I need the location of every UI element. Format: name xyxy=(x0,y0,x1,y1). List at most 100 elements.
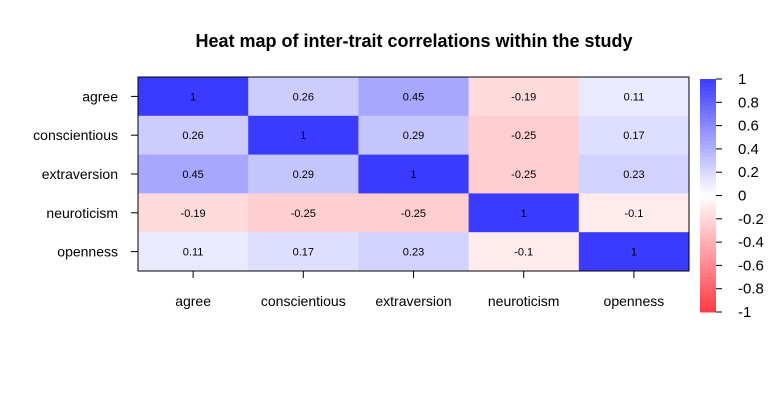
color-scale-step xyxy=(700,156,716,162)
color-scale-step xyxy=(700,179,716,185)
heatmap-cell xyxy=(248,154,359,194)
color-scale-step xyxy=(700,168,716,173)
heatmap-cell xyxy=(468,232,580,272)
color-scale-tick-label: 0.2 xyxy=(738,164,759,181)
heatmap-cell xyxy=(578,232,690,272)
color-scale-step xyxy=(700,300,716,305)
color-scale-step xyxy=(700,211,716,216)
cell-value-label: 0.11 xyxy=(624,91,645,103)
heatmap-cell xyxy=(248,115,359,156)
row-axis-labels: agree conscientious extraversion neuroticis… xyxy=(33,88,138,260)
heatmap-cell xyxy=(358,193,470,233)
column-label: conscientious xyxy=(261,293,346,309)
cell-value-label: 0.11 xyxy=(183,247,204,259)
heatmap-cell xyxy=(138,77,249,117)
color-scale-step xyxy=(700,234,716,239)
cell-value-label: 1 xyxy=(190,91,196,103)
heatmap-cell xyxy=(358,232,470,272)
color-scale-step xyxy=(700,245,716,251)
column-axis-labels: agree conscientious extraversion neuroticis… xyxy=(175,271,664,309)
heatmap-cells xyxy=(137,76,690,272)
heatmap-cell xyxy=(248,232,359,272)
color-scale-tick-label: 0 xyxy=(738,188,746,205)
color-scale-step xyxy=(700,273,716,278)
column-label: agree xyxy=(175,293,211,309)
cell-value-label: -0.25 xyxy=(401,208,426,220)
row-label: neuroticism xyxy=(46,205,118,221)
cell-value-label: 0.23 xyxy=(403,247,424,259)
color-scale-tick-label: 0.4 xyxy=(738,141,759,158)
row-label: openness xyxy=(57,244,118,260)
color-scale-step xyxy=(700,79,716,84)
cell-value-label: -0.25 xyxy=(511,169,536,181)
color-scale-step xyxy=(700,249,716,255)
color-scale-step xyxy=(700,94,716,99)
color-scale-step xyxy=(700,86,716,92)
heatmap-cell xyxy=(578,115,690,156)
color-scale-step xyxy=(700,230,716,235)
heatmap-cell xyxy=(578,193,690,233)
color-scale-step xyxy=(700,284,716,290)
column-label: openness xyxy=(604,293,665,309)
color-scale-step xyxy=(700,308,716,313)
cell-value-label: 1 xyxy=(300,130,306,142)
color-scale-step xyxy=(700,133,716,138)
color-scale-step xyxy=(700,82,716,88)
heatmap-cell xyxy=(358,77,470,117)
heatmap-cell xyxy=(468,154,580,194)
color-scale-step xyxy=(700,269,716,274)
heatmap-cell xyxy=(358,115,470,156)
heatmap-cell xyxy=(468,193,580,233)
color-scale-step xyxy=(700,207,716,212)
cell-value-label: 0.45 xyxy=(403,91,424,103)
color-scale-step xyxy=(700,187,716,193)
column-label: neuroticism xyxy=(488,293,560,309)
color-scale-step xyxy=(700,265,716,270)
color-scale-step xyxy=(700,191,716,196)
chart-title: Heat map of inter-trait correlations wit… xyxy=(195,31,632,51)
cell-value-label: 1 xyxy=(521,208,527,220)
color-scale-tick-label: 0.6 xyxy=(738,118,759,135)
color-scale-step xyxy=(700,113,716,119)
heatmap-cell xyxy=(248,77,359,117)
cell-value-label: 0.29 xyxy=(403,130,424,142)
color-scale-tick-label: -0.2 xyxy=(738,211,764,228)
color-scale-step xyxy=(700,257,716,263)
cell-value-label: 0.29 xyxy=(293,169,314,181)
heatmap-cell xyxy=(138,193,249,233)
color-scale-step xyxy=(700,304,716,309)
color-scale-step xyxy=(700,164,716,169)
color-scale-step xyxy=(700,238,716,243)
heatmap-cell xyxy=(578,77,690,117)
color-scale-step xyxy=(700,152,716,158)
color-scale-step xyxy=(700,121,716,127)
heatmap-cell xyxy=(468,115,580,156)
cell-value-label: 1 xyxy=(410,169,416,181)
color-scale-step xyxy=(700,280,716,286)
color-scale-step xyxy=(700,253,716,259)
cell-value-label: -0.25 xyxy=(291,208,316,220)
color-scale-step xyxy=(700,199,716,204)
color-scale-step xyxy=(700,203,716,208)
color-scale-step xyxy=(700,176,716,181)
cell-value-label: 1 xyxy=(631,247,637,259)
cell-value-label: 0.23 xyxy=(623,169,644,181)
color-scale-step xyxy=(700,296,716,301)
color-scale-step xyxy=(700,148,716,154)
cell-value-label: 0.26 xyxy=(182,130,203,142)
color-scale-step xyxy=(700,137,716,142)
color-scale-step xyxy=(700,98,716,103)
cell-value-label: -0.25 xyxy=(511,130,536,142)
color-scale-step xyxy=(700,117,716,123)
color-scale-step xyxy=(700,129,716,134)
color-scale-step xyxy=(700,106,716,111)
cell-value-label: 0.26 xyxy=(293,91,314,103)
color-scale-step xyxy=(700,226,716,231)
color-scale-step xyxy=(700,160,716,165)
heatmap-cell xyxy=(248,193,359,233)
cell-value-label: -0.19 xyxy=(511,91,536,103)
color-scale-step xyxy=(700,145,716,150)
heatmap-cell-labels: 1 0.26 0.45 -0.19 0.11 0.26 1 0.29 -0.25 0.17 0.45… xyxy=(181,91,645,258)
heatmap-cell xyxy=(468,77,580,117)
